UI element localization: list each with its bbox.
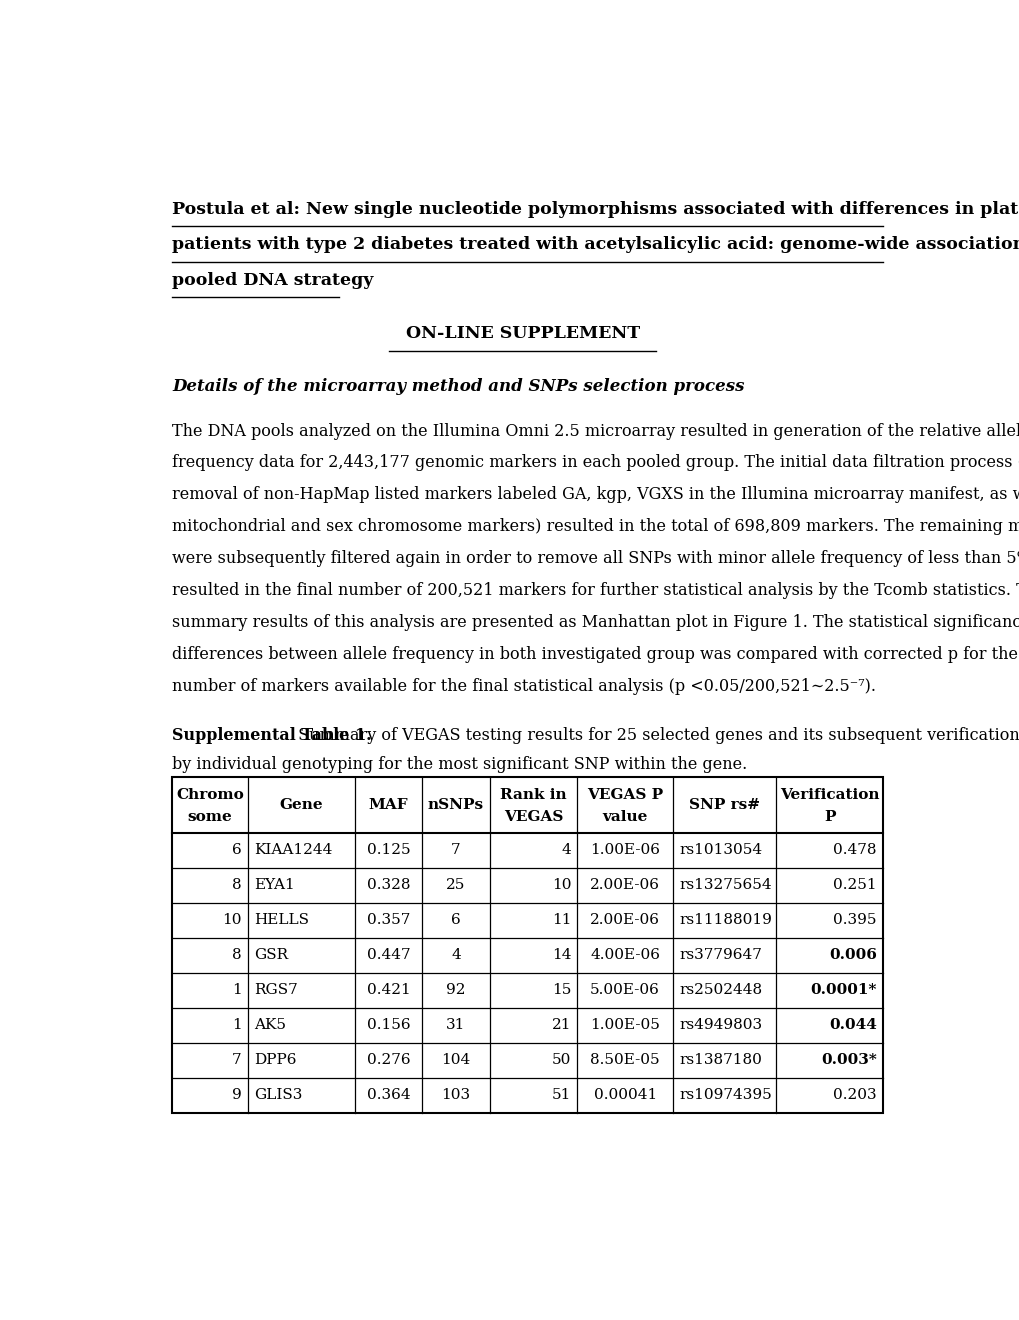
Text: Summary of VEGAS testing results for 25 selected genes and its subsequent verifi: Summary of VEGAS testing results for 25 … <box>292 727 1018 744</box>
Text: 7: 7 <box>450 843 461 857</box>
Text: 6: 6 <box>231 843 242 857</box>
Text: GSR: GSR <box>254 948 287 962</box>
Text: rs2502448: rs2502448 <box>679 983 761 997</box>
Text: rs1387180: rs1387180 <box>679 1053 761 1068</box>
Text: differences between allele frequency in both investigated group was compared wit: differences between allele frequency in … <box>172 647 1019 663</box>
Text: 6: 6 <box>450 913 461 927</box>
Text: 0.251: 0.251 <box>833 878 876 892</box>
Text: 21: 21 <box>551 1018 571 1032</box>
Text: 92: 92 <box>446 983 466 997</box>
Text: 9: 9 <box>231 1088 242 1102</box>
Text: 51: 51 <box>551 1088 571 1102</box>
Text: 0.0001*: 0.0001* <box>810 983 876 997</box>
Text: 25: 25 <box>446 878 466 892</box>
Text: 0.447: 0.447 <box>367 948 410 962</box>
Text: Verification: Verification <box>780 788 878 803</box>
Text: rs10974395: rs10974395 <box>679 1088 771 1102</box>
Text: ON-LINE SUPPLEMENT: ON-LINE SUPPLEMENT <box>406 326 639 342</box>
Text: 0.203: 0.203 <box>833 1088 876 1102</box>
Text: Postula et al: New single nucleotide polymorphisms associated with differences i: Postula et al: New single nucleotide pol… <box>172 201 1019 218</box>
Text: removal of non-HapMap listed markers labeled GA, kgp, VGXS in the Illumina micro: removal of non-HapMap listed markers lab… <box>172 487 1019 503</box>
Text: Details of the microarray method and SNPs selection process: Details of the microarray method and SNP… <box>172 378 744 395</box>
Text: 1.00E-06: 1.00E-06 <box>590 843 659 857</box>
Text: MAF: MAF <box>368 797 408 812</box>
Text: 31: 31 <box>446 1018 466 1032</box>
Text: RGS7: RGS7 <box>254 983 298 997</box>
Text: 104: 104 <box>441 1053 470 1068</box>
Text: resulted in the final number of 200,521 markers for further statistical analysis: resulted in the final number of 200,521 … <box>172 582 1019 599</box>
Text: KIAA1244: KIAA1244 <box>254 843 332 857</box>
Text: 0.044: 0.044 <box>828 1018 876 1032</box>
Text: mitochondrial and sex chromosome markers) resulted in the total of 698,809 marke: mitochondrial and sex chromosome markers… <box>172 519 1019 536</box>
Text: 2.00E-06: 2.00E-06 <box>590 913 659 927</box>
Text: GLIS3: GLIS3 <box>254 1088 302 1102</box>
Text: patients with type 2 diabetes treated with acetylsalicylic acid: genome-wide ass: patients with type 2 diabetes treated wi… <box>172 236 1019 253</box>
Text: 14: 14 <box>551 948 571 962</box>
Text: 7: 7 <box>231 1053 242 1068</box>
Text: 0.003*: 0.003* <box>820 1053 876 1068</box>
Text: summary results of this analysis are presented as Manhattan plot in Figure 1. Th: summary results of this analysis are pre… <box>172 614 1019 631</box>
Text: Chromo: Chromo <box>176 788 244 803</box>
Text: 103: 103 <box>441 1088 470 1102</box>
Text: 10: 10 <box>222 913 242 927</box>
Text: nSNPs: nSNPs <box>428 797 484 812</box>
Text: pooled DNA strategy: pooled DNA strategy <box>172 272 373 289</box>
Text: 10: 10 <box>551 878 571 892</box>
Text: 0.421: 0.421 <box>366 983 410 997</box>
Text: Gene: Gene <box>279 797 323 812</box>
Text: VEGAS P: VEGAS P <box>587 788 662 803</box>
Text: 4.00E-06: 4.00E-06 <box>590 948 659 962</box>
Text: rs3779647: rs3779647 <box>679 948 761 962</box>
Text: 8: 8 <box>231 948 242 962</box>
Text: 5.00E-06: 5.00E-06 <box>590 983 659 997</box>
Bar <box>172 777 882 1113</box>
Text: 0.328: 0.328 <box>367 878 410 892</box>
Text: 4: 4 <box>450 948 461 962</box>
Text: 2.00E-06: 2.00E-06 <box>590 878 659 892</box>
Text: Supplemental Table 1.: Supplemental Table 1. <box>172 727 372 744</box>
Text: 0.156: 0.156 <box>367 1018 410 1032</box>
Text: 0.364: 0.364 <box>367 1088 410 1102</box>
Text: rs11188019: rs11188019 <box>679 913 771 927</box>
Text: 0.478: 0.478 <box>833 843 876 857</box>
Text: 8: 8 <box>231 878 242 892</box>
Text: rs13275654: rs13275654 <box>679 878 771 892</box>
Text: number of markers available for the final statistical analysis (p <0.05/200,521∼: number of markers available for the fina… <box>172 678 875 696</box>
Text: frequency data for 2,443,177 genomic markers in each pooled group. The initial d: frequency data for 2,443,177 genomic mar… <box>172 454 1019 471</box>
Text: 1: 1 <box>231 1018 242 1032</box>
Text: were subsequently filtered again in order to remove all SNPs with minor allele f: were subsequently filtered again in orde… <box>172 550 1019 568</box>
Text: 4: 4 <box>560 843 571 857</box>
Text: 0.276: 0.276 <box>367 1053 410 1068</box>
Text: 8.50E-05: 8.50E-05 <box>590 1053 659 1068</box>
Text: 0.357: 0.357 <box>367 913 410 927</box>
Text: value: value <box>602 809 647 824</box>
Text: The DNA pools analyzed on the Illumina Omni 2.5 microarray resulted in generatio: The DNA pools analyzed on the Illumina O… <box>172 422 1019 440</box>
Text: HELLS: HELLS <box>254 913 309 927</box>
Text: SNP rs#: SNP rs# <box>688 797 759 812</box>
Text: 11: 11 <box>551 913 571 927</box>
Text: rs1013054: rs1013054 <box>679 843 761 857</box>
Text: 1.00E-05: 1.00E-05 <box>590 1018 659 1032</box>
Text: 50: 50 <box>551 1053 571 1068</box>
Text: some: some <box>187 809 232 824</box>
Text: 1: 1 <box>231 983 242 997</box>
Text: AK5: AK5 <box>254 1018 285 1032</box>
Text: P: P <box>823 809 835 824</box>
Text: rs4949803: rs4949803 <box>679 1018 761 1032</box>
Text: VEGAS: VEGAS <box>503 809 562 824</box>
Text: 0.00041: 0.00041 <box>593 1088 656 1102</box>
Text: by individual genotyping for the most significant SNP within the gene.: by individual genotyping for the most si… <box>172 755 747 772</box>
Text: DPP6: DPP6 <box>254 1053 297 1068</box>
Text: 15: 15 <box>551 983 571 997</box>
Text: 0.125: 0.125 <box>367 843 410 857</box>
Text: 0.006: 0.006 <box>828 948 876 962</box>
Text: 0.395: 0.395 <box>833 913 876 927</box>
Text: Rank in: Rank in <box>499 788 567 803</box>
Text: EYA1: EYA1 <box>254 878 294 892</box>
